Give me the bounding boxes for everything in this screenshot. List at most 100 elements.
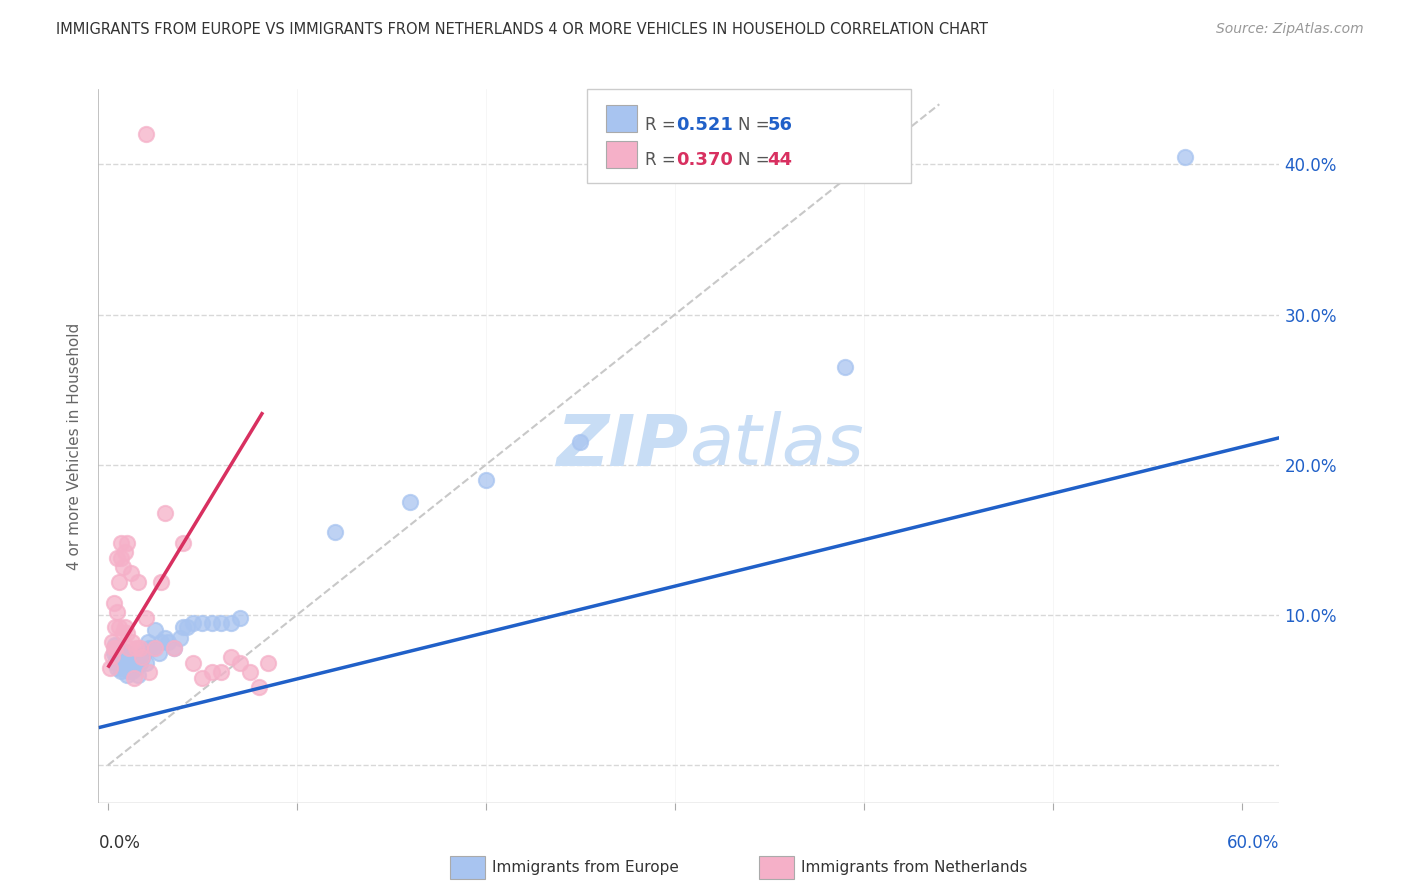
Point [105, 550, 128, 565]
Point [111, 560, 134, 574]
Point [1174, 150, 1197, 164]
Point [323, 525, 346, 540]
Point [229, 656, 252, 670]
Point [104, 656, 127, 670]
Text: N =: N = [738, 151, 775, 169]
Point [105, 660, 128, 674]
Point [135, 128, 157, 142]
Point [138, 641, 160, 656]
Point [120, 653, 142, 667]
Point [124, 671, 146, 685]
Point [142, 641, 165, 656]
Point [191, 671, 214, 685]
Point [124, 656, 146, 670]
Y-axis label: 4 or more Vehicles in Household: 4 or more Vehicles in Household [67, 322, 83, 570]
Point [247, 680, 270, 694]
Point [201, 665, 224, 679]
Point [105, 641, 128, 656]
Text: Immigrants from Netherlands: Immigrants from Netherlands [801, 860, 1028, 874]
Point [125, 641, 148, 656]
Point [103, 641, 125, 656]
Text: ZIP: ZIP [557, 411, 689, 481]
Point [143, 623, 166, 637]
Point [148, 646, 170, 660]
Point [181, 656, 204, 670]
Point [108, 574, 131, 589]
Point [111, 644, 134, 658]
Point [118, 641, 141, 656]
Point [110, 550, 132, 565]
Point [125, 660, 148, 674]
Text: IMMIGRANTS FROM EUROPE VS IMMIGRANTS FROM NETHERLANDS 4 OR MORE VEHICLES IN HOUS: IMMIGRANTS FROM EUROPE VS IMMIGRANTS FRO… [56, 22, 988, 37]
Point [121, 664, 143, 678]
Point [108, 653, 131, 667]
Point [191, 615, 214, 630]
Text: Source: ZipAtlas.com: Source: ZipAtlas.com [1216, 22, 1364, 37]
Point [201, 615, 224, 630]
Point [114, 650, 136, 665]
Point [115, 646, 138, 660]
Point [219, 650, 242, 665]
Text: 60.0%: 60.0% [1227, 834, 1279, 852]
Point [115, 653, 138, 667]
Point [157, 635, 180, 649]
Text: Immigrants from Europe: Immigrants from Europe [492, 860, 679, 874]
Point [169, 631, 191, 645]
Point [103, 646, 125, 660]
Point [834, 360, 856, 375]
Text: 0.521: 0.521 [676, 116, 733, 134]
Point [135, 611, 157, 625]
Point [121, 635, 143, 649]
Point [149, 574, 172, 589]
Point [105, 650, 128, 665]
Point [115, 536, 138, 550]
Point [136, 635, 159, 649]
Point [209, 615, 232, 630]
Point [110, 656, 132, 670]
Point [209, 665, 232, 679]
Point [399, 495, 422, 509]
Point [138, 665, 160, 679]
Point [163, 641, 186, 656]
Point [104, 620, 127, 634]
Point [257, 656, 280, 670]
Point [176, 620, 198, 634]
Text: R =: R = [645, 116, 681, 134]
Point [129, 656, 152, 670]
Text: atlas: atlas [689, 411, 863, 481]
Point [118, 664, 141, 678]
Point [127, 668, 149, 682]
Point [153, 506, 176, 520]
Point [149, 635, 172, 649]
Point [135, 656, 157, 670]
Text: R =: R = [645, 151, 681, 169]
Point [120, 566, 142, 580]
Text: 44: 44 [768, 151, 793, 169]
Point [239, 665, 262, 679]
Point [111, 660, 134, 674]
Text: 0.0%: 0.0% [98, 834, 141, 852]
Point [181, 615, 204, 630]
Point [111, 626, 134, 640]
Point [100, 635, 122, 649]
Point [153, 631, 176, 645]
Point [132, 646, 155, 660]
Point [111, 653, 134, 667]
Point [219, 615, 242, 630]
Point [114, 620, 136, 634]
Point [569, 435, 592, 450]
Text: N =: N = [738, 116, 775, 134]
Point [129, 641, 152, 656]
Point [104, 641, 127, 656]
Point [108, 620, 131, 634]
Point [103, 596, 125, 610]
Point [110, 648, 132, 663]
Point [114, 545, 136, 559]
Point [115, 668, 138, 682]
Point [118, 656, 141, 670]
Point [131, 650, 153, 665]
Point [172, 620, 194, 634]
Point [229, 611, 252, 625]
Point [108, 646, 131, 660]
Point [172, 536, 194, 550]
